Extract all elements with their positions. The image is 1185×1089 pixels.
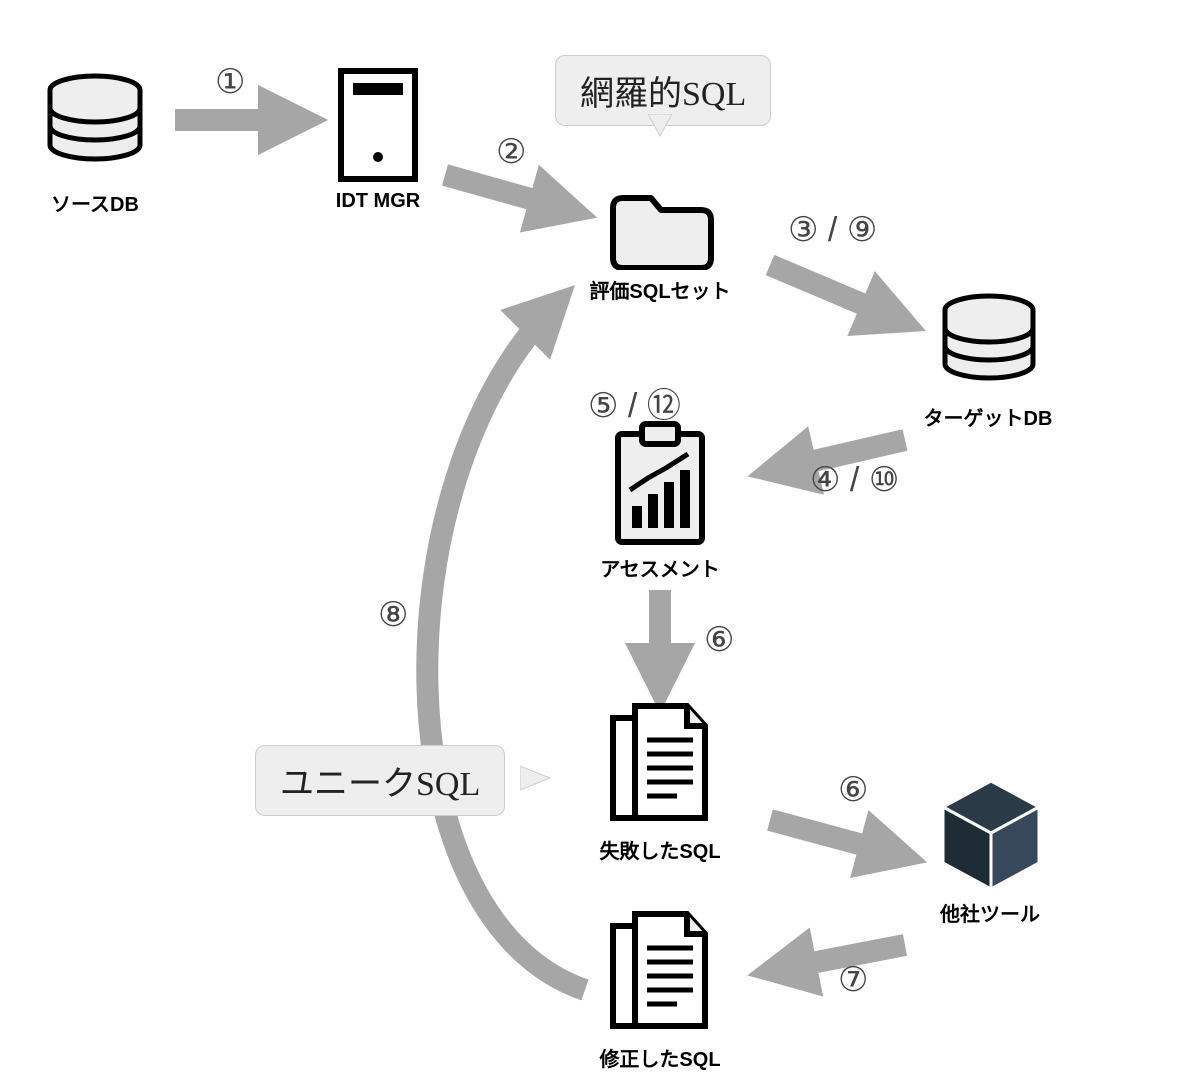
step-8: ⑧ <box>378 595 408 635</box>
idt-mgr-label: IDT MGR <box>336 190 420 213</box>
step-3-9: ③ / ⑨ <box>788 210 877 250</box>
source-db-label: ソースDB <box>51 188 139 217</box>
step-2: ② <box>496 132 526 172</box>
diagram-canvas: ソースDB IDT MGR 評価SQLセット ターゲットDB <box>0 0 1185 1089</box>
step-5-12: ⑤ / ⑫ <box>588 378 681 427</box>
arrow-2 <box>445 175 570 210</box>
step-1: ① <box>215 62 245 102</box>
step-6a: ⑥ <box>704 620 734 660</box>
assessment-label: アセスメント <box>600 553 720 582</box>
arrow-3-9 <box>770 265 900 320</box>
target-db-icon <box>935 290 1043 403</box>
failed-sql-label: 失敗したSQL <box>599 835 720 864</box>
assessment-icon <box>608 420 712 553</box>
callout-left-tail <box>520 760 554 796</box>
callout-left: ユニークSQL <box>255 745 505 816</box>
other-tool-label: 他社ツール <box>940 898 1040 927</box>
fixed-sql-icon <box>605 908 715 1043</box>
idt-mgr-icon <box>335 65 421 190</box>
source-db-icon <box>40 70 150 185</box>
eval-set-label: 評価SQLセット <box>589 275 730 304</box>
arrow-6b <box>770 820 900 855</box>
eval-set-icon <box>605 180 715 275</box>
step-6b: ⑥ <box>838 770 868 810</box>
step-4-10: ④ / ⑩ <box>810 460 899 500</box>
failed-sql-icon <box>605 700 715 835</box>
fixed-sql-label: 修正したSQL <box>599 1043 720 1072</box>
step-7: ⑦ <box>838 960 868 1000</box>
other-tool-icon <box>935 775 1047 900</box>
target-db-label: ターゲットDB <box>924 402 1053 431</box>
arrow-8 <box>427 305 585 990</box>
callout-top-tail <box>640 114 680 140</box>
